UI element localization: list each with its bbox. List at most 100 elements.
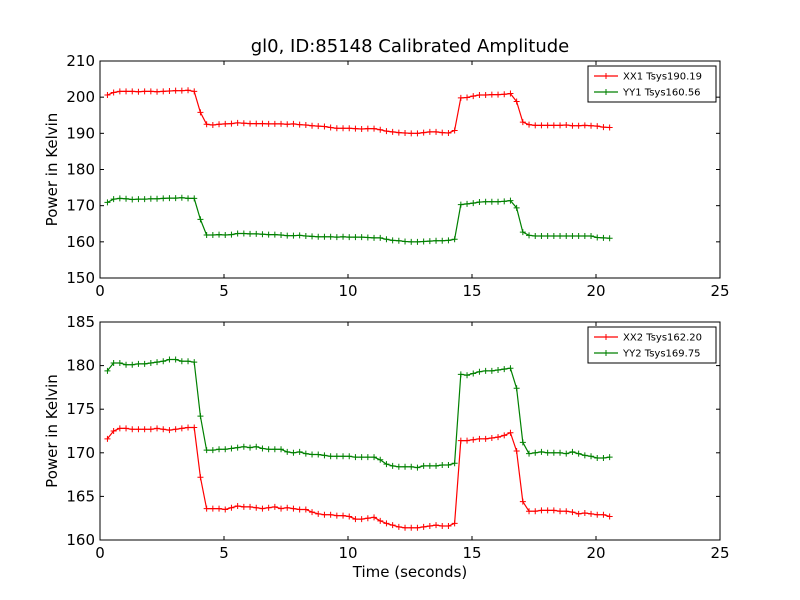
panel-1-series-1-point-78 bbox=[588, 453, 595, 460]
panel-1-series-1-point-40 bbox=[352, 454, 359, 461]
panel-1-series-0-point-67 bbox=[519, 498, 526, 505]
panel-1-series-0-point-44 bbox=[377, 517, 384, 524]
panel-0-series-0-point-23 bbox=[247, 120, 254, 127]
panel-0-series-1-point-50 bbox=[414, 238, 421, 245]
panel-1-series-0 bbox=[104, 424, 613, 531]
panel-0-series-0-point-6 bbox=[141, 88, 148, 95]
panel-0-series-1-point-27 bbox=[271, 231, 278, 238]
panel-0-y-tick-label-0: 150 bbox=[66, 269, 95, 287]
panel-0-series-1-point-72 bbox=[550, 233, 557, 240]
panel-1-y-tick-label-3: 175 bbox=[66, 400, 95, 418]
panel-1-series-0-point-48 bbox=[402, 524, 409, 531]
panel-0-series-1-point-54 bbox=[439, 237, 446, 244]
panel-0-series-1-point-44 bbox=[377, 234, 384, 241]
panel-0-x-tick-label-0: 0 bbox=[95, 282, 105, 300]
panel-0-series-1-point-13 bbox=[185, 195, 192, 202]
panel-0-series-1-point-80 bbox=[600, 234, 607, 241]
panel-0-series-0-point-78 bbox=[588, 122, 595, 129]
panel-1-series-1-point-26 bbox=[265, 446, 272, 453]
panel-0-series-1-point-30 bbox=[290, 232, 297, 239]
panel-0-series-0-point-70 bbox=[538, 122, 545, 129]
panel-1-series-1-point-13 bbox=[185, 358, 192, 365]
panel-0-series-1-point-58 bbox=[464, 200, 471, 207]
panel-0-series-1-point-8 bbox=[154, 195, 161, 202]
panel-1-series-1-point-74 bbox=[563, 450, 570, 457]
panel-0-series-1-point-1 bbox=[110, 196, 117, 203]
panel-1-series-0-point-63 bbox=[495, 434, 502, 441]
panel-1-series-0-point-70 bbox=[538, 507, 545, 514]
panel-1-series-1-point-51 bbox=[420, 462, 427, 469]
panel-0-series-0-point-2 bbox=[116, 88, 123, 95]
panel-0-series-0-point-47 bbox=[395, 129, 402, 136]
panel-0-series-0-point-28 bbox=[278, 120, 285, 127]
panel-0-series-1-point-4 bbox=[129, 196, 136, 203]
panel-1-series-1-point-54 bbox=[439, 462, 446, 469]
panel-0-series-0-point-53 bbox=[433, 128, 440, 135]
panel-0-series-1-point-53 bbox=[433, 237, 440, 244]
panel-0-series-0-point-55 bbox=[445, 129, 452, 136]
panel-1-series-0-point-50 bbox=[414, 524, 421, 531]
panel-0-series-1-point-77 bbox=[581, 233, 588, 240]
panel-1-series-1-point-20 bbox=[228, 445, 235, 452]
panel-0-series-1-point-19 bbox=[222, 231, 229, 238]
panel-0-series-1-point-68 bbox=[526, 232, 533, 239]
panel-0-series-0-point-4 bbox=[129, 88, 136, 95]
panel-0-series-0-point-46 bbox=[389, 128, 396, 135]
panel-0-series-1-point-2 bbox=[116, 195, 123, 202]
panel-0-series-1-point-79 bbox=[594, 234, 601, 241]
panel-0-series-0-point-79 bbox=[594, 123, 601, 130]
panel-0-series-0-point-60 bbox=[476, 91, 483, 98]
panel-1-series-0-point-1 bbox=[110, 428, 117, 434]
panel-0-series-1-point-45 bbox=[383, 236, 390, 243]
panel-0-series-0-point-26 bbox=[265, 120, 272, 127]
panel-0-series-1-point-70 bbox=[538, 233, 545, 240]
panel-0-series-1-point-78 bbox=[588, 233, 595, 240]
panel-1-series-1-point-42 bbox=[364, 454, 371, 461]
panel-1-series-1-point-0 bbox=[104, 367, 111, 374]
panel-0-x-tick-label-3: 15 bbox=[462, 282, 481, 300]
panel-1-series-1-point-47 bbox=[395, 463, 402, 470]
panel-0-series-1-point-20 bbox=[228, 231, 235, 238]
panel-0-series-0-point-30 bbox=[290, 120, 297, 127]
panel-0-y-axis-label: Power in Kelvin bbox=[43, 113, 61, 227]
panel-1-series-0-point-41 bbox=[358, 516, 365, 523]
panel-0-legend: XX1 Tsys190.19 YY1 Tsys160.56 bbox=[587, 65, 717, 103]
panel-1-series-1-point-70 bbox=[538, 448, 545, 455]
panel-1-series-0-point-5 bbox=[135, 426, 142, 433]
panel-0-series-1-point-34 bbox=[315, 233, 322, 240]
panel-1-series-0-point-39 bbox=[346, 513, 353, 520]
panel-1-series-1-point-31 bbox=[296, 448, 303, 455]
panel-0-series-1-point-43 bbox=[371, 234, 378, 241]
chart-title: gl0, ID:85148 Calibrated Amplitude bbox=[251, 36, 570, 57]
panel-1-series-0-point-73 bbox=[557, 508, 564, 515]
panel-1-series-1-point-46 bbox=[389, 462, 396, 469]
panel-0-series-0-point-25 bbox=[259, 120, 266, 127]
panel-1-series-0-point-3 bbox=[123, 425, 130, 432]
panel-1-series-0-point-75 bbox=[569, 509, 576, 516]
panel-0-series-1-point-12 bbox=[178, 194, 185, 201]
panel-0-series-0-point-69 bbox=[532, 122, 539, 129]
panel-1-series-0-point-13 bbox=[185, 424, 192, 431]
panel-1-legend-marker-1 bbox=[603, 350, 609, 356]
panel-0-series-1-point-52 bbox=[426, 238, 433, 245]
panel-1-series-0-point-10 bbox=[166, 427, 173, 434]
panel-0-x-tick-label-1: 5 bbox=[219, 282, 229, 300]
panel-0-series-0 bbox=[104, 87, 613, 137]
panel-1-x-axis-label: Time (seconds) bbox=[352, 563, 468, 581]
panel-0-series-1-point-59 bbox=[470, 200, 477, 207]
panel-1-series-0-point-80 bbox=[600, 511, 607, 518]
panel-1-series-0-point-14 bbox=[191, 424, 198, 431]
panel-0-series-0-point-81 bbox=[606, 124, 613, 131]
panel-1-series-0-point-46 bbox=[389, 522, 396, 529]
panel-0-series-1-point-29 bbox=[284, 232, 291, 239]
panel-1-series-0-point-76 bbox=[575, 510, 582, 517]
panel-0-series-1-point-62 bbox=[488, 198, 495, 205]
panel-1-series-1-point-44 bbox=[377, 456, 384, 463]
panel-1-series-1-point-68 bbox=[526, 450, 533, 457]
panel-1-series-1-point-3 bbox=[123, 361, 130, 368]
panel-1-series-1 bbox=[104, 356, 613, 471]
panel-1-series-0-point-36 bbox=[327, 511, 334, 518]
panel-1-series-0-point-7 bbox=[147, 426, 154, 433]
panel-0-legend-label-1: YY1 Tsys160.56 bbox=[622, 88, 701, 99]
panel-1-series-0-point-25 bbox=[259, 505, 266, 512]
